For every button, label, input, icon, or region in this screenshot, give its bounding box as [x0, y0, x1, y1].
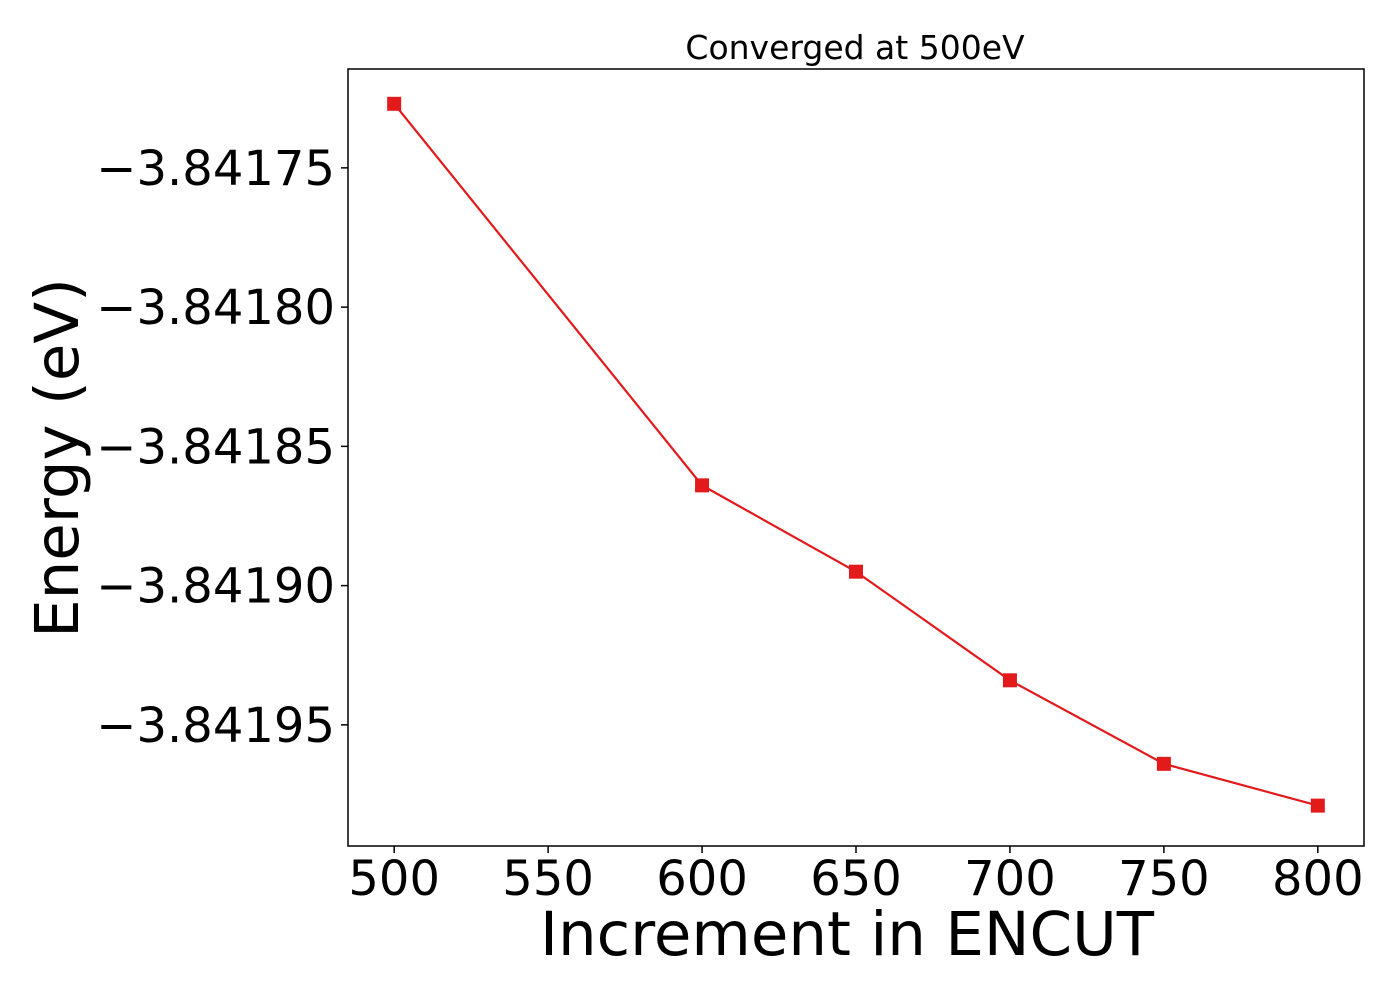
y-axis-label: Energy (eV) — [22, 278, 93, 638]
data-point-marker — [387, 96, 402, 111]
x-tick-label: 600 — [656, 851, 748, 907]
y-tick-label: −3.84175 — [96, 141, 335, 197]
y-tick-label: −3.84185 — [96, 419, 335, 475]
y-tick-label: −3.84190 — [96, 559, 335, 615]
x-tick-label: 500 — [348, 851, 440, 907]
data-point-marker — [1156, 756, 1171, 771]
data-point-marker — [695, 478, 710, 493]
x-tick-label: 750 — [1118, 851, 1210, 907]
series — [387, 96, 1325, 813]
y-tick-label: −3.84180 — [96, 280, 335, 336]
series-line — [393, 103, 1319, 807]
data-point-marker — [1310, 798, 1325, 813]
x-axis-label: Increment in ENCUT — [540, 899, 1155, 970]
x-tick-label: 650 — [810, 851, 902, 907]
chart-title: Converged at 500eV — [685, 28, 1025, 67]
y-tick-label: −3.84195 — [96, 698, 335, 754]
data-point-marker — [1002, 673, 1017, 688]
x-tick-label: 550 — [502, 851, 594, 907]
y-axis: −3.84175 −3.84180 −3.84185 −3.84190 −3.84195 — [96, 141, 348, 754]
x-tick-label: 700 — [964, 851, 1056, 907]
x-axis: 500 550 600 650 700 750 800 — [348, 846, 1364, 907]
x-tick-label: 800 — [1272, 851, 1364, 907]
data-point-marker — [849, 564, 863, 579]
